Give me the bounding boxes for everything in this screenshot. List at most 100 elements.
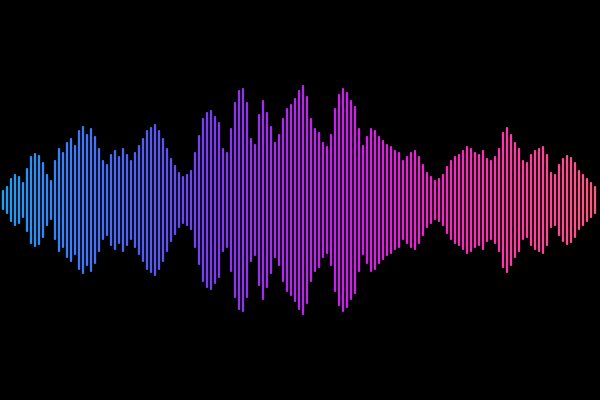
waveform-bar bbox=[217, 122, 221, 278]
waveform-bar bbox=[553, 174, 557, 226]
waveform-bar bbox=[49, 180, 53, 220]
waveform-bar bbox=[409, 152, 413, 248]
waveform-bar bbox=[101, 160, 105, 240]
waveform-bar bbox=[489, 160, 493, 240]
waveform-bar bbox=[361, 145, 365, 255]
waveform-bar bbox=[265, 112, 269, 288]
waveform-bar bbox=[377, 136, 381, 264]
waveform-bar bbox=[585, 178, 589, 222]
waveform-bar bbox=[405, 156, 409, 244]
waveform-bar bbox=[393, 150, 397, 250]
waveform-bar bbox=[389, 146, 393, 254]
waveform-bar bbox=[329, 134, 333, 266]
waveform-bar bbox=[1, 190, 5, 210]
waveform-bar bbox=[493, 156, 497, 244]
waveform-bar bbox=[37, 155, 41, 245]
waveform-bar bbox=[229, 128, 233, 272]
waveform-bar bbox=[453, 156, 457, 244]
waveform-bar bbox=[433, 180, 437, 220]
waveform-bar bbox=[477, 154, 481, 246]
waveform-bar bbox=[325, 146, 329, 254]
waveform-bar bbox=[349, 100, 353, 300]
waveform-bar bbox=[529, 154, 533, 246]
waveform-bar bbox=[157, 130, 161, 270]
waveform-bar bbox=[297, 90, 301, 310]
waveform-bar bbox=[221, 148, 225, 252]
waveform-bar bbox=[45, 174, 49, 226]
waveform-bar bbox=[93, 136, 97, 264]
waveform-bar bbox=[209, 110, 213, 290]
waveform-bar bbox=[133, 152, 137, 248]
waveform-bar bbox=[149, 127, 153, 273]
waveform-bar bbox=[105, 164, 109, 236]
waveform-bar bbox=[5, 186, 9, 214]
waveform-bar bbox=[485, 158, 489, 242]
waveform-bar bbox=[77, 130, 81, 270]
waveform-bar bbox=[449, 160, 453, 240]
waveform-bar bbox=[341, 88, 345, 312]
waveform-bar bbox=[225, 152, 229, 248]
waveform-bar bbox=[81, 126, 85, 274]
waveform-bars bbox=[1, 85, 597, 315]
waveform-bar bbox=[469, 148, 473, 252]
waveform-bar bbox=[421, 164, 425, 236]
waveform-bar bbox=[497, 148, 501, 252]
waveform-bar bbox=[281, 118, 285, 282]
waveform-bar bbox=[89, 128, 93, 272]
waveform-bar bbox=[513, 142, 517, 258]
waveform-bar bbox=[593, 186, 597, 214]
waveform-bar bbox=[545, 154, 549, 246]
waveform-bar bbox=[561, 158, 565, 242]
waveform-bar bbox=[53, 160, 57, 240]
waveform-bar bbox=[353, 106, 357, 294]
waveform-bar bbox=[401, 160, 405, 240]
waveform-bar bbox=[509, 134, 513, 266]
waveform-bar bbox=[337, 94, 341, 306]
waveform-bar bbox=[517, 148, 521, 252]
waveform-bar bbox=[293, 98, 297, 302]
waveform-bar bbox=[569, 157, 573, 243]
waveform-bar bbox=[309, 118, 313, 282]
waveform-bar bbox=[345, 92, 349, 308]
waveform-bar bbox=[425, 172, 429, 228]
waveform-bar bbox=[565, 155, 569, 245]
waveform-bar bbox=[61, 152, 65, 248]
waveform-bar bbox=[21, 182, 25, 218]
waveform-bar bbox=[69, 138, 73, 262]
waveform-bar bbox=[273, 142, 277, 258]
waveform-bar bbox=[413, 150, 417, 250]
waveform-bar bbox=[305, 96, 309, 304]
waveform-bar bbox=[13, 174, 17, 226]
waveform-bar bbox=[197, 135, 201, 265]
waveform-bar bbox=[109, 154, 113, 246]
waveform-bar bbox=[245, 102, 249, 298]
waveform-bar bbox=[505, 127, 509, 273]
waveform-bar bbox=[589, 182, 593, 218]
waveform-bar bbox=[145, 130, 149, 270]
waveform-bar bbox=[97, 148, 101, 252]
waveform-bar bbox=[9, 178, 13, 222]
waveform-bar bbox=[441, 174, 445, 226]
waveform-bar bbox=[161, 138, 165, 262]
waveform-bar bbox=[573, 162, 577, 238]
waveform-bar bbox=[249, 138, 253, 262]
waveform-bar bbox=[137, 145, 141, 255]
waveform-bar bbox=[365, 136, 369, 264]
waveform-bar bbox=[25, 168, 29, 232]
waveform-bar bbox=[169, 158, 173, 242]
waveform-bar bbox=[445, 166, 449, 234]
waveform-bar bbox=[189, 170, 193, 230]
waveform-bar bbox=[33, 153, 37, 247]
waveform-bar bbox=[437, 178, 441, 222]
waveform-bar bbox=[317, 132, 321, 268]
waveform-bar bbox=[73, 145, 77, 255]
waveform-bar bbox=[313, 128, 317, 272]
waveform-bar bbox=[525, 162, 529, 238]
waveform-bar bbox=[113, 150, 117, 250]
waveform-bar bbox=[233, 102, 237, 298]
waveform-bar bbox=[65, 142, 69, 258]
waveform-bar bbox=[465, 146, 469, 254]
waveform-bar bbox=[165, 148, 169, 252]
waveform-bar bbox=[549, 172, 553, 228]
